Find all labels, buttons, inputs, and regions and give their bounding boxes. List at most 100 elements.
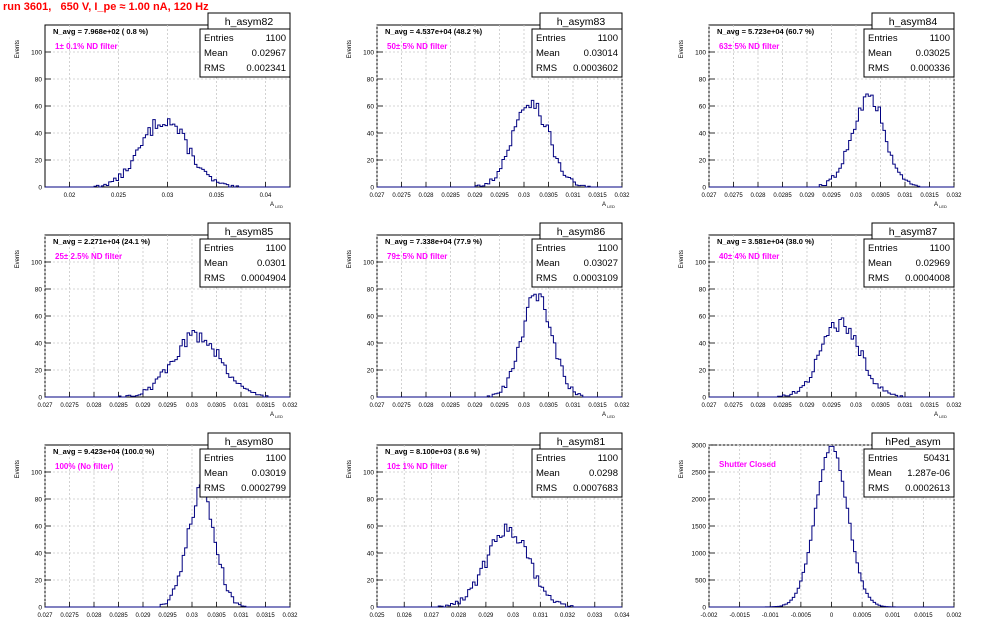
x-tick-label: 0.031 (233, 613, 249, 619)
stats-title: h_asym82 (225, 16, 274, 28)
y-tick-label: 80 (699, 287, 707, 294)
navg-label: N_avg = 3.581e+04 (38.0 %) (717, 237, 815, 246)
stats-rms-label: RMS (536, 273, 557, 284)
x-tick-label: 0.0275 (60, 613, 79, 619)
x-tick-label: 0.032 (282, 403, 298, 409)
y-tick-label: 3000 (692, 443, 707, 450)
x-tick-label: 0.0285 (109, 403, 128, 409)
stats-rms-value: 0.0003109 (573, 273, 618, 284)
x-tick-label: 0.0315 (588, 193, 607, 199)
x-tick-label: 0.028 (418, 403, 434, 409)
y-tick-label: 0 (702, 605, 706, 612)
y-axis-label: Events (347, 250, 353, 268)
stats-mean-value: 0.02969 (916, 258, 950, 269)
y-tick-label: 20 (35, 368, 43, 375)
stats-title-box (539, 12, 623, 30)
x-tick-label: 0.029 (135, 613, 151, 619)
y-tick-label: 100 (695, 50, 706, 57)
histogram-panel-h_asym85: 0.027 0.0275 0.028 0.0285 0.029 0.0295 0.03 0.0… (15, 222, 298, 419)
y-tick-label: 60 (367, 314, 375, 321)
stats-box: h_asym84 Entries 1100 Mean 0.03025 RMS 0.00033… (863, 12, 955, 78)
x-tick-label: 0.0285 (441, 403, 460, 409)
x-tick-label: 0.029 (799, 193, 815, 199)
stats-entries-value: 1100 (266, 243, 286, 254)
stats-rms-value: 0.0003602 (573, 63, 618, 74)
x-tick-label: 0.029 (135, 403, 151, 409)
y-axis-label: Events (15, 40, 21, 58)
run-title: run 3601, 650 V, I_pe ≈ 1.00 nA, 120 Hz (3, 1, 209, 13)
x-tick-label: 0.028 (451, 613, 467, 619)
stats-mean-value: 0.0298 (589, 468, 618, 479)
stats-rms-label: RMS (868, 273, 889, 284)
x-tick-label: 0.031 (897, 193, 913, 199)
stats-rms-value: 0.000336 (910, 63, 950, 74)
filter-label: Shutter Closed (719, 460, 776, 469)
x-tick-label: 0.0295 (158, 613, 177, 619)
stats-box-body (531, 448, 623, 498)
x-tick-label: 0.032 (282, 613, 298, 619)
filter-label: 1± 0.1% ND filter (55, 42, 118, 51)
x-tick-label: 0.03 (162, 193, 174, 199)
histogram-panel-h_asym84: 0.027 0.0275 0.028 0.0285 0.029 0.0295 0.03 0.0… (679, 12, 962, 209)
x-axis-label: A LED (270, 202, 283, 209)
y-tick-label: 20 (699, 368, 707, 375)
y-axis-label: Events (679, 40, 685, 58)
stats-entries-label: Entries (204, 33, 234, 44)
y-tick-label: 60 (699, 314, 707, 321)
stats-mean-label: Mean (204, 468, 228, 479)
x-tick-label: 0.03 (507, 613, 519, 619)
y-tick-label: 20 (699, 158, 707, 165)
histogram-line (377, 293, 622, 398)
x-tick-label: -0.001 (762, 613, 780, 619)
stats-mean-value: 0.03019 (252, 468, 286, 479)
x-tick-label: 0.0285 (773, 193, 792, 199)
x-tick-label: 0.0315 (256, 613, 275, 619)
stats-rms-value: 0.0002613 (905, 483, 950, 494)
y-tick-label: 0 (702, 185, 706, 192)
x-tick-label: 0.028 (750, 193, 766, 199)
x-tick-label: 0.03 (186, 613, 198, 619)
x-axis-label: A LED (270, 412, 283, 419)
stats-rms-label: RMS (204, 483, 225, 494)
y-tick-label: 20 (367, 578, 375, 585)
stats-box: h_asym83 Entries 1100 Mean 0.03014 RMS 0.00036… (531, 12, 623, 78)
navg-label: N_avg = 9.423e+04 (100.0 %) (53, 447, 155, 456)
y-tick-label: 80 (35, 497, 43, 504)
histogram-line (45, 484, 290, 608)
histogram-line (45, 118, 290, 188)
x-tick-label: 0.0295 (490, 193, 509, 199)
x-tick-label: 0.027 (701, 193, 717, 199)
stats-entries-value: 1100 (598, 243, 618, 254)
histogram-line (709, 445, 954, 608)
y-tick-label: 60 (35, 524, 43, 531)
x-tick-label: 0.0315 (588, 403, 607, 409)
y-tick-label: 100 (363, 50, 374, 57)
x-tick-label: 0.027 (369, 193, 385, 199)
x-tick-label: 0.025 (369, 613, 385, 619)
y-tick-label: 100 (31, 470, 42, 477)
filter-label: 79± 5% ND filter (387, 252, 447, 261)
y-tick-label: 2000 (692, 497, 707, 504)
x-tick-label: 0.032 (560, 613, 576, 619)
stats-title: h_asym81 (557, 436, 606, 448)
x-tick-label: 0.0295 (822, 193, 841, 199)
x-tick-label: 0.027 (37, 403, 53, 409)
x-tick-label: 0.0285 (441, 193, 460, 199)
x-tick-label: 0.0315 (920, 193, 939, 199)
x-tick-label: 0.03 (518, 193, 530, 199)
y-tick-label: 100 (363, 470, 374, 477)
x-tick-label: 0.028 (418, 193, 434, 199)
stats-box-body (531, 28, 623, 78)
y-tick-label: 100 (363, 260, 374, 267)
histogram-line (709, 93, 954, 188)
y-tick-label: 100 (31, 50, 42, 57)
stats-entries-label: Entries (204, 243, 234, 254)
stats-title-box (207, 222, 291, 240)
stats-mean-value: 0.02967 (252, 48, 286, 59)
y-tick-label: 80 (367, 497, 375, 504)
stats-rms-label: RMS (204, 63, 225, 74)
navg-label: N_avg = 2.271e+04 (24.1 %) (53, 237, 151, 246)
x-tick-label: 0.027 (424, 613, 440, 619)
stats-box: hPed_asym Entries 50431 Mean 1.287e-06 RMS 0.0… (863, 432, 955, 498)
x-tick-label: 0.035 (209, 193, 225, 199)
